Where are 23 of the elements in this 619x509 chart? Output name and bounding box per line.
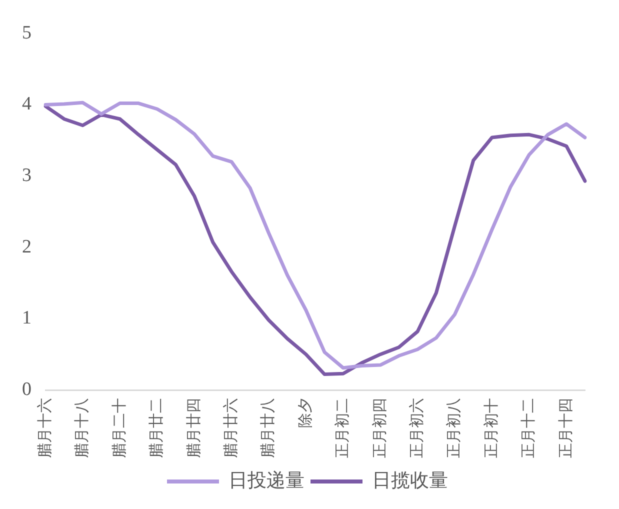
- y-tick-label: 3: [22, 165, 32, 186]
- x-tick-label: 正月初六: [408, 398, 426, 458]
- y-tick-label: 1: [22, 308, 32, 329]
- x-tick-label: 腊月廿六: [222, 398, 240, 458]
- x-tick-label: 正月初八: [446, 398, 463, 458]
- y-tick-label: 4: [22, 94, 32, 115]
- y-tick-label: 2: [22, 236, 32, 258]
- x-tick-label: 腊月二十: [110, 398, 128, 458]
- x-tick-label: 腊月廿四: [185, 398, 202, 458]
- y-tick-label: 0: [22, 378, 32, 400]
- x-tick-label: 正月初二: [334, 398, 352, 458]
- x-tick-label: 除夕: [296, 398, 314, 428]
- x-tick-label: 正月十四: [557, 398, 574, 458]
- x-tick-label: 腊月廿八: [260, 398, 277, 458]
- legend-label: 日揽收量: [372, 470, 448, 492]
- x-tick-label: 正月十二: [520, 398, 538, 458]
- x-tick-label: 正月初十: [482, 398, 500, 458]
- y-tick-label: 5: [22, 22, 32, 44]
- x-tick-label: 正月初四: [371, 398, 388, 458]
- x-tick-label: 腊月廿二: [148, 398, 166, 458]
- x-tick-label: 腊月十六: [36, 398, 54, 458]
- legend-label: 日投递量: [228, 470, 304, 492]
- x-tick-label: 腊月十八: [74, 398, 91, 458]
